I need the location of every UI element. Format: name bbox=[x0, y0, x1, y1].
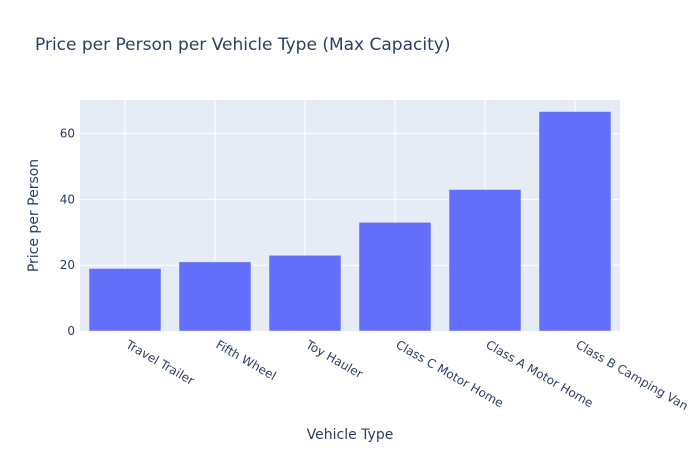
y-tick-label: 0 bbox=[67, 324, 75, 338]
bar bbox=[538, 111, 612, 332]
bars bbox=[88, 111, 612, 332]
x-tick-label: Fifth Wheel bbox=[214, 337, 279, 383]
y-axis-ticks: 0 20 40 60 bbox=[60, 127, 75, 338]
y-tick-label: 40 bbox=[60, 192, 75, 206]
bar bbox=[358, 222, 432, 332]
chart-title: Price per Person per Vehicle Type (Max C… bbox=[35, 35, 450, 55]
y-tick-label: 60 bbox=[60, 127, 75, 141]
bar bbox=[178, 261, 252, 332]
plot-area bbox=[80, 100, 620, 331]
bar bbox=[268, 255, 342, 332]
x-axis-ticks: Travel Trailer Fifth Wheel Toy Hauler Class… bbox=[123, 337, 691, 413]
y-axis-title: Price per Person bbox=[26, 159, 42, 272]
bar bbox=[448, 189, 522, 332]
x-tick-label: Toy Hauler bbox=[303, 337, 366, 381]
x-axis-title: Vehicle Type bbox=[307, 427, 394, 443]
y-tick-label: 20 bbox=[60, 258, 75, 272]
bar bbox=[88, 268, 162, 332]
x-tick-label: Travel Trailer bbox=[123, 337, 197, 388]
